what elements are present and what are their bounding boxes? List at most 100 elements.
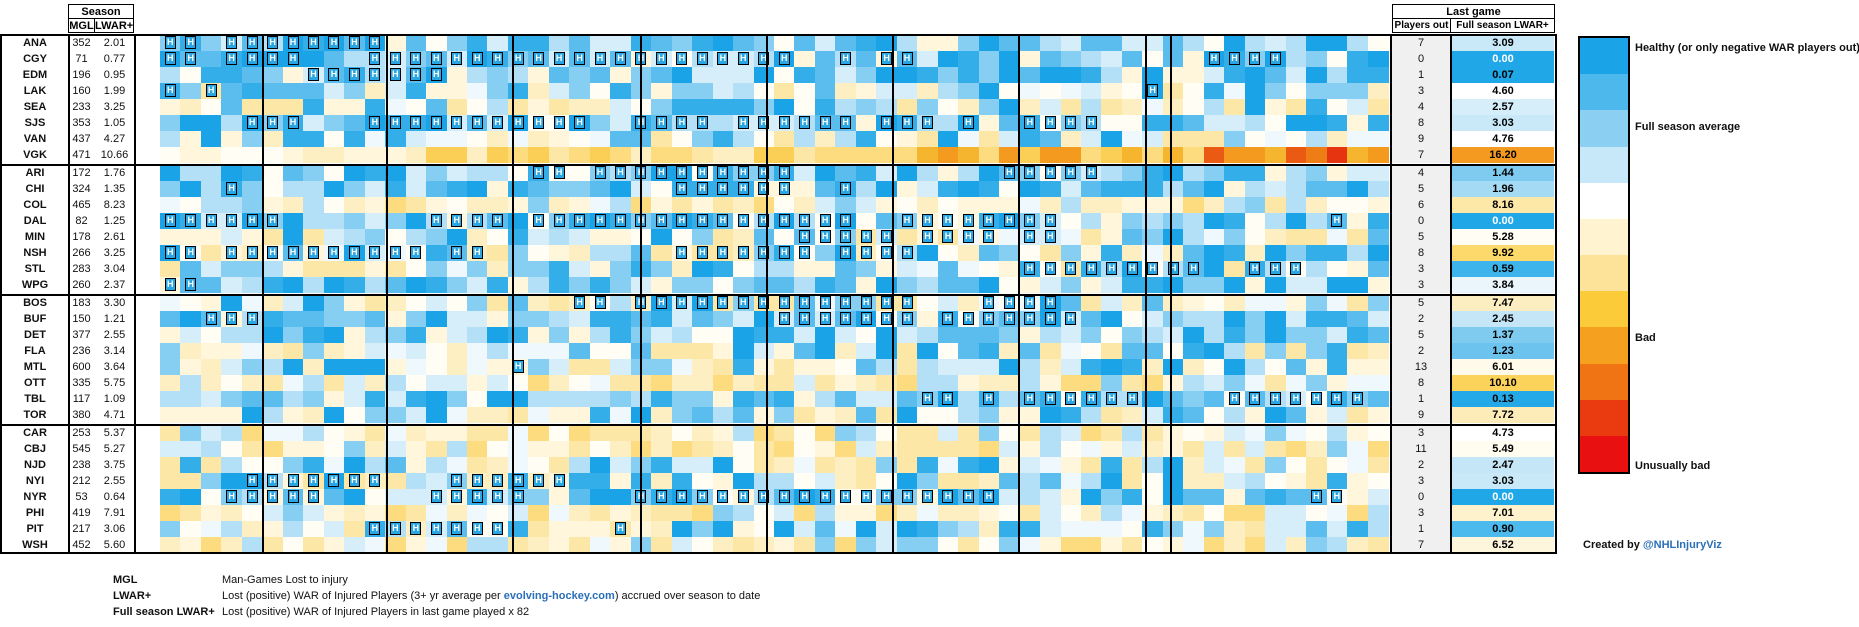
heatmap-cell <box>774 83 796 99</box>
healthy-marker: H <box>758 116 770 129</box>
heatmap-cell <box>958 277 980 293</box>
heatmap-cell <box>1101 181 1123 197</box>
footnote-lwar-key: LWAR+ <box>113 590 152 602</box>
heatmap-cell <box>262 181 284 197</box>
heatmap-cell <box>937 147 959 163</box>
healthy-marker: H <box>369 52 381 65</box>
heatmap-cell <box>958 261 980 277</box>
healthy-marker: H <box>267 246 279 259</box>
heatmap-cell <box>896 99 918 115</box>
healthy-marker: H <box>430 116 442 129</box>
heatmap-cell <box>1142 425 1164 441</box>
credit-handle-link[interactable]: @NHLInjuryViz <box>1642 539 1722 551</box>
healthy-marker: H <box>655 214 667 227</box>
healthy-marker: H <box>410 68 422 81</box>
heatmap-cell <box>876 473 898 489</box>
heatmap-cell <box>548 197 570 213</box>
heatmap-cell <box>1081 229 1103 245</box>
heatmap-cell <box>548 245 570 261</box>
heatmap-cell <box>1265 489 1287 505</box>
full-season-lwar-value: 1.96 <box>1452 181 1554 197</box>
heatmap-cell <box>1265 343 1287 359</box>
heatmap-cell <box>1101 245 1123 261</box>
players-out-value: 7 <box>1392 147 1450 163</box>
heatmap-cell <box>221 441 243 457</box>
heatmap-cell <box>426 457 448 473</box>
heatmap-cell <box>671 229 693 245</box>
heatmap-cell <box>1224 277 1246 293</box>
full-season-lwar-value: 2.45 <box>1452 311 1554 327</box>
healthy-marker: H <box>778 182 790 195</box>
heatmap-cell <box>1101 505 1123 521</box>
heatmap-cell <box>937 261 959 277</box>
mgl-value: 150 <box>72 313 91 325</box>
heatmap-cell <box>1306 99 1328 115</box>
heatmap-cell <box>610 295 632 311</box>
heatmap-cell <box>1203 359 1225 375</box>
healthy-marker: H <box>758 52 770 65</box>
heatmap-cell <box>651 473 673 489</box>
heatmap-cell <box>1101 277 1123 293</box>
healthy-marker: H <box>676 246 688 259</box>
credit-line: Created by @NHLInjuryViz <box>1583 539 1722 551</box>
heatmap-cell <box>569 407 591 423</box>
heatmap-cell <box>1101 473 1123 489</box>
heatmap-cell <box>1203 327 1225 343</box>
legend-bad-label: Bad <box>1635 332 1656 344</box>
heatmap-cell <box>548 67 570 83</box>
heatmap-cell <box>610 261 632 277</box>
heatmap-cell <box>855 165 877 181</box>
heatmap-cell <box>610 311 632 327</box>
heatmap-cell <box>487 343 509 359</box>
healthy-marker: H <box>226 36 238 49</box>
heatmap-cell <box>1244 521 1266 537</box>
heatmap-cell <box>999 35 1021 51</box>
heatmap-cell <box>1265 505 1287 521</box>
heatmap-cell <box>958 505 980 521</box>
lwar-value: 7.91 <box>103 507 126 519</box>
heatmap-cell <box>958 131 980 147</box>
heatmap-cell <box>937 473 959 489</box>
healthy-marker: H <box>1290 392 1302 405</box>
month-separator <box>640 34 642 554</box>
heatmap-cell <box>385 197 407 213</box>
heatmap-cell <box>1019 197 1041 213</box>
heatmap-cell <box>200 489 222 505</box>
heatmap-cell <box>1244 131 1266 147</box>
heatmap-cell <box>160 505 182 521</box>
heatmap-cell <box>1183 489 1205 505</box>
heatmap-cell <box>814 441 836 457</box>
heatmap-cell <box>548 181 570 197</box>
healthy-marker: H <box>778 246 790 259</box>
heatmap-cell <box>405 147 427 163</box>
heatmap-cell <box>1285 229 1307 245</box>
team-abbr: SEA <box>23 101 47 113</box>
healthy-marker: H <box>819 312 831 325</box>
heatmap-cell <box>1081 181 1103 197</box>
heatmap-cell <box>1081 99 1103 115</box>
heatmap-cell <box>794 35 816 51</box>
heatmap-cell <box>978 457 1000 473</box>
healthy-marker: H <box>185 214 197 227</box>
heatmap-cell <box>344 197 366 213</box>
heatmap-cell <box>221 115 243 131</box>
heatmap-cell <box>1265 197 1287 213</box>
heatmap-cell <box>1142 391 1164 407</box>
heatmap-cell <box>712 425 734 441</box>
heatmap-cell <box>1244 277 1266 293</box>
healthy-marker: H <box>696 166 708 179</box>
healthy-marker: H <box>512 490 524 503</box>
heatmap-cell <box>569 181 591 197</box>
heatmap-cell <box>814 407 836 423</box>
heatmap-cell <box>569 425 591 441</box>
heatmap-cell <box>589 441 611 457</box>
heatmap-cell <box>1183 99 1205 115</box>
heatmap-cell <box>1081 489 1103 505</box>
heatmap-cell <box>1224 181 1246 197</box>
evolving-hockey-link[interactable]: evolving-hockey.com <box>503 590 615 602</box>
heatmap-cell <box>1121 375 1143 391</box>
heatmap-cell <box>937 505 959 521</box>
heatmap-cell <box>692 441 714 457</box>
heatmap-cell <box>385 83 407 99</box>
team-abbr: BOS <box>23 297 47 309</box>
